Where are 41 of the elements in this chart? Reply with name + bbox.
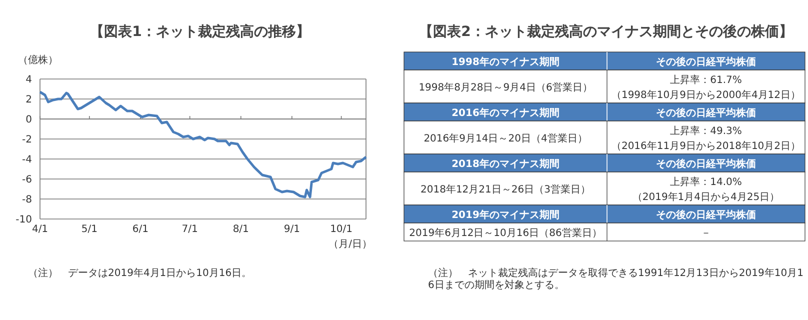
text: 上昇率：49.3%	[670, 125, 742, 137]
text: 2019年6月12日～10月16日（86営業日）	[409, 227, 602, 239]
text: 2018年のマイナス期間	[452, 158, 560, 170]
y-tick-label: -8	[22, 194, 32, 206]
text: 1998年8月28日～9月4日（6営業日）	[418, 82, 592, 94]
text: 2019年のマイナス期間	[452, 209, 560, 221]
chart-title: 【図表1：ネット裁定残高の推移】	[90, 23, 310, 40]
y-tick-label: -4	[22, 154, 32, 166]
text: 2016年のマイナス期間	[452, 107, 560, 119]
y-tick-label: 4	[26, 74, 32, 86]
text: 上昇率：61.7%	[670, 74, 742, 86]
text: 【図表2：ネット裁定残高のマイナス期間とその後の株価】	[419, 23, 793, 40]
text: その後の日経平均株価	[656, 107, 756, 119]
y-tick-label: -2	[22, 134, 32, 146]
x-tick-label: 6/1	[132, 224, 148, 235]
x-tick-label: 10/1	[330, 224, 353, 235]
line-series	[38, 90, 368, 198]
text: （2019年1月4日から4月25日）	[632, 191, 780, 203]
text: （2016年11月9日から2018年10月2日）	[611, 140, 801, 152]
text: 2016年9月14日～20日（4営業日）	[424, 132, 588, 144]
x-tick-label: 8/1	[232, 224, 249, 235]
text: その後の日経平均株価	[656, 56, 756, 68]
y-tick-label: 2	[26, 94, 32, 106]
text: （1998年10月9日から2000年4月12日）	[611, 89, 801, 101]
text: （注） ネット裁定残高はデータを取得できる1991年12月13日から2019年10月16日までの期間を対象とする。	[428, 267, 804, 291]
text: その後の日経平均株価	[656, 209, 756, 221]
x-tick-label: 5/1	[81, 224, 98, 235]
text: その後の日経平均株価	[656, 158, 756, 170]
x-tick-label: 9/1	[284, 224, 300, 235]
y-tick-label: 0	[26, 114, 32, 126]
y-tick-label: -10	[16, 214, 32, 226]
x-tick-label: 7/1	[182, 224, 198, 235]
text: 1998年のマイナス期間	[452, 56, 560, 68]
text: 上昇率：14.0%	[670, 176, 742, 188]
x-tick-label: 4/1	[32, 224, 48, 235]
text: 2018年12月21日～26日（3営業日）	[420, 184, 590, 196]
text: －	[701, 228, 711, 239]
x-axis-title: （月/日）	[328, 239, 372, 250]
text: （注） データは2019年4月1日から10月16日。	[28, 267, 252, 279]
y-tick-label: -6	[22, 174, 32, 186]
y-axis-title: （億株）	[18, 54, 58, 66]
